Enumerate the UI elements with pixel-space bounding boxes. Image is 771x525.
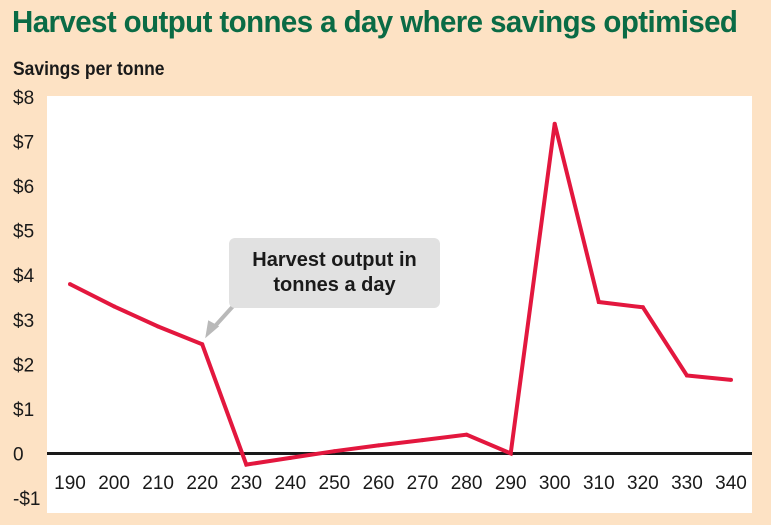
callout-box: Harvest output in tonnes a day bbox=[229, 238, 440, 308]
x-tick-label: 210 bbox=[142, 473, 174, 494]
data-point bbox=[156, 324, 161, 329]
data-point bbox=[68, 282, 72, 287]
data-point bbox=[112, 304, 117, 309]
data-point bbox=[200, 342, 205, 347]
callout-text: Harvest output in tonnes a day bbox=[252, 249, 417, 296]
series-group bbox=[68, 121, 733, 467]
x-tick-label: 200 bbox=[98, 473, 130, 494]
data-point bbox=[596, 300, 601, 304]
y-tick-label: $3 bbox=[13, 311, 34, 332]
x-tick-label: 190 bbox=[54, 473, 86, 494]
series-line bbox=[69, 123, 732, 467]
y-tick-label: $6 bbox=[13, 177, 34, 198]
x-axis-ticks: 190 200 210 220 230 240 250 260 270 280 290 300 310 3… bbox=[54, 473, 747, 494]
data-point bbox=[376, 443, 381, 448]
y-tick-label: $8 bbox=[13, 88, 34, 109]
x-tick-label: 340 bbox=[715, 473, 747, 494]
y-tick-label: -$1 bbox=[13, 489, 40, 510]
x-tick-label: 250 bbox=[319, 473, 351, 494]
data-point bbox=[640, 305, 645, 310]
chart-title: Harvest output tonnes a day where saving… bbox=[12, 4, 738, 39]
x-tick-label: 320 bbox=[627, 473, 659, 494]
x-tick-label: 270 bbox=[407, 473, 439, 494]
data-point bbox=[244, 462, 249, 467]
data-point bbox=[420, 438, 425, 443]
x-tick-label: 300 bbox=[539, 473, 571, 494]
y-tick-label: $1 bbox=[13, 400, 34, 421]
data-point bbox=[552, 121, 557, 126]
x-tick-label: 260 bbox=[363, 473, 395, 494]
x-tick-label: 280 bbox=[451, 473, 483, 494]
y-tick-label: $5 bbox=[13, 222, 34, 243]
callout-arrowhead bbox=[205, 320, 220, 339]
x-tick-label: 220 bbox=[186, 473, 218, 494]
y-tick-label: $4 bbox=[13, 266, 35, 287]
data-point bbox=[729, 377, 733, 382]
data-point bbox=[684, 373, 689, 378]
x-tick-label: 230 bbox=[230, 473, 262, 494]
y-tick-label: $2 bbox=[13, 355, 34, 376]
x-tick-label: 240 bbox=[274, 473, 306, 494]
y-axis-ticks: -$1 0 $1 $2 $3 $4 $5 $6 $7 $8 bbox=[13, 88, 40, 510]
data-point bbox=[288, 455, 293, 460]
y-tick-label: 0 bbox=[13, 444, 24, 465]
data-point bbox=[332, 449, 337, 454]
x-tick-label: 310 bbox=[583, 473, 615, 494]
data-point bbox=[464, 432, 469, 437]
y-axis-title: Savings per tonne bbox=[13, 59, 165, 80]
x-tick-label: 290 bbox=[495, 473, 527, 494]
y-tick-label: $7 bbox=[13, 133, 34, 154]
x-tick-label: 330 bbox=[671, 473, 703, 494]
data-point bbox=[508, 451, 513, 456]
